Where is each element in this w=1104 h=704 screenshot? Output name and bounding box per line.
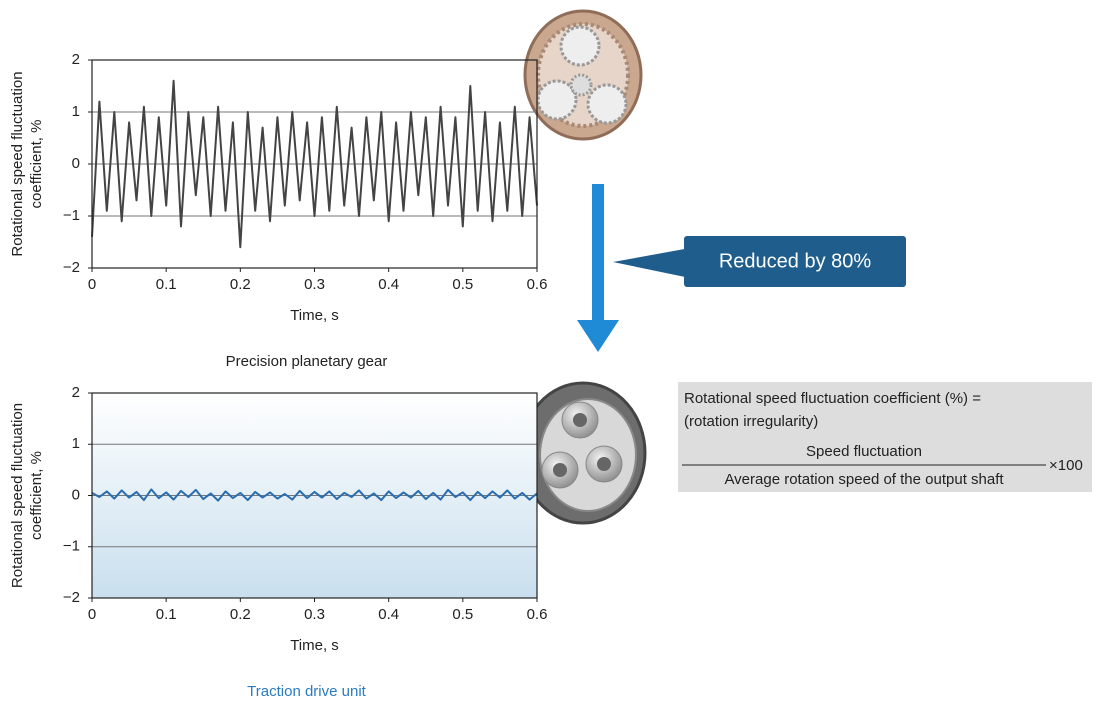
y-axis-label: coefficient, % [28,451,45,540]
callout-text: Reduced by 80% [719,250,872,272]
y-tick-label: −1 [63,538,80,555]
x-tick-label: 0.4 [378,606,399,623]
y-axis-label: coefficient, % [28,120,45,209]
chart-caption: Precision planetary gear [226,353,388,370]
y-tick-label: −2 [63,259,80,276]
x-tick-label: 0.5 [452,276,473,293]
formula-factor: ×100 [1049,457,1083,474]
x-axis-label: Time, s [290,307,339,324]
y-tick-label: 0 [72,486,80,503]
x-tick-label: 0.5 [452,606,473,623]
y-tick-label: 0 [72,155,80,172]
x-axis-label: Time, s [290,637,339,654]
y-tick-label: 1 [72,103,80,120]
formula-numerator: Speed fluctuation [806,443,922,460]
x-tick-label: 0.3 [304,276,325,293]
x-tick-label: 0.1 [156,276,177,293]
callout-pointer [613,248,690,278]
formula-denominator: Average rotation speed of the output sha… [724,471,1004,488]
figure: Reduced by 80% Rotational speed fluctuat… [0,0,1104,699]
arrow-head [577,320,619,352]
planetary-gear-illustration [525,11,641,139]
y-tick-label: 2 [72,51,80,68]
y-axis-label: Rotational speed fluctuation [9,403,26,588]
y-tick-label: −1 [63,207,80,224]
x-tick-label: 0.6 [527,276,548,293]
traction-drive-illustration [521,383,645,523]
x-tick-label: 0.1 [156,606,177,623]
y-tick-label: −2 [63,589,80,606]
x-tick-label: 0.2 [230,276,251,293]
y-tick-label: 2 [72,384,80,401]
y-tick-label: 1 [72,435,80,452]
x-tick-label: 0.2 [230,606,251,623]
x-tick-label: 0.4 [378,276,399,293]
y-axis-label: Rotational speed fluctuation [9,71,26,256]
x-tick-label: 0.3 [304,606,325,623]
formula-line: (rotation irregularity) [684,413,818,430]
x-tick-label: 0.6 [527,606,548,623]
x-tick-label: 0 [88,606,96,623]
arrow-shaft [592,184,604,322]
chart-caption: Traction drive unit [247,683,366,699]
x-tick-label: 0 [88,276,96,293]
formula-line: Rotational speed fluctuation coefficient… [684,390,981,407]
